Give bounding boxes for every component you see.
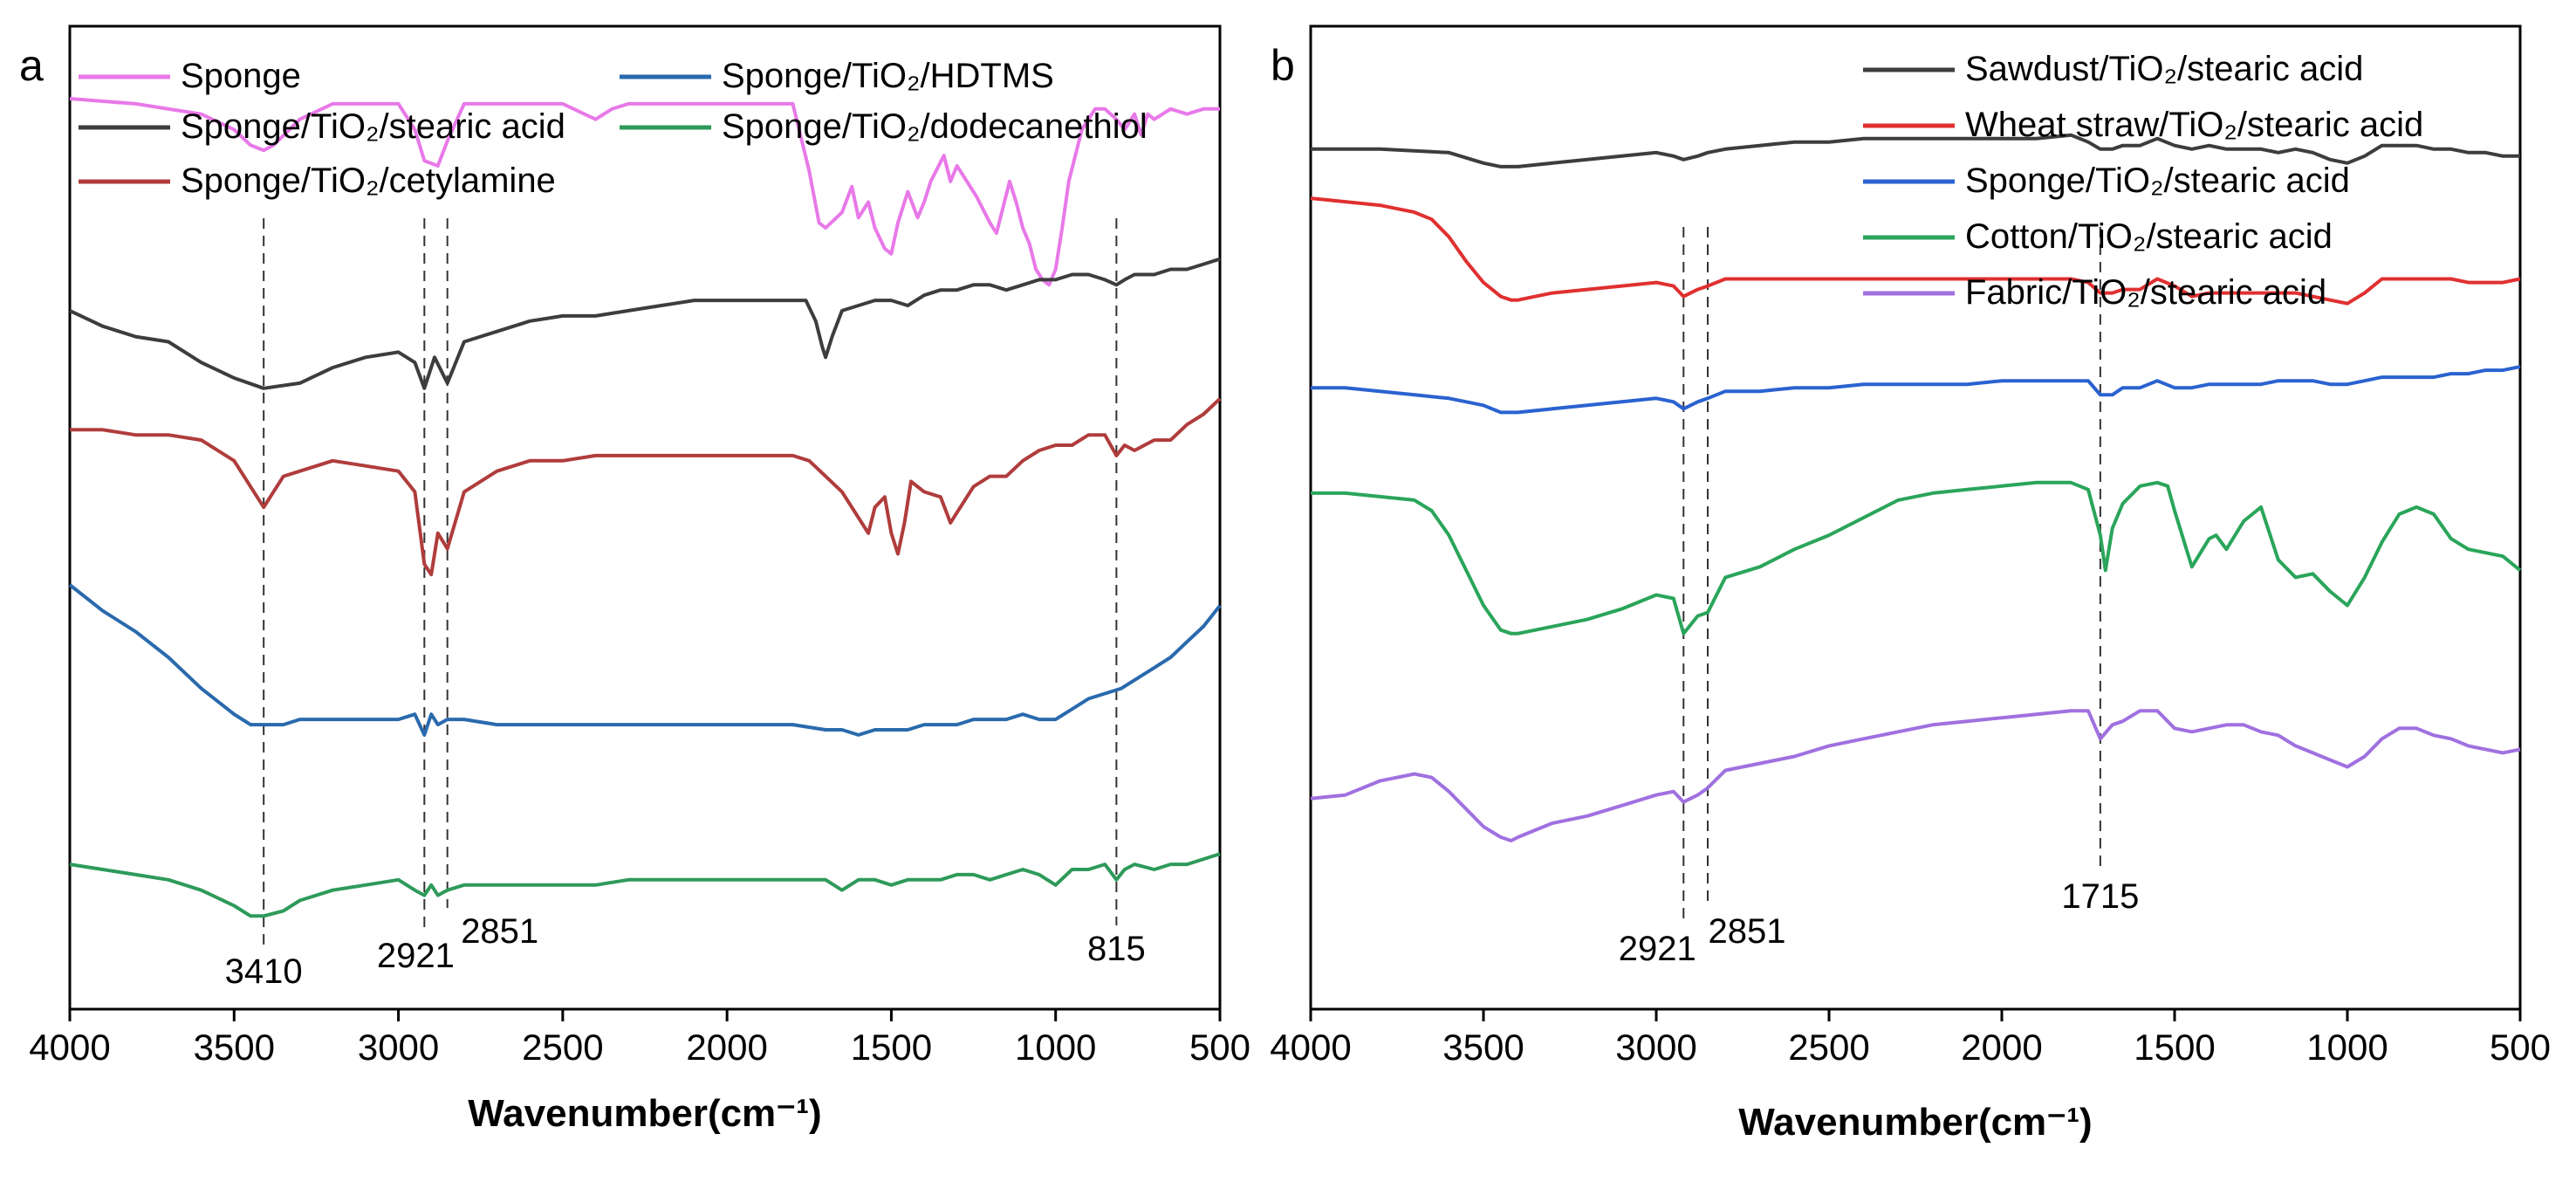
- legend-label: Sponge/TiO₂/stearic acid: [181, 107, 565, 146]
- legend-entry: Cotton/TiO₂/stearic acid: [1863, 217, 2333, 256]
- legend-entry: Sponge/TiO₂/HDTMS: [620, 57, 1054, 95]
- x-tick-label: 3000: [1615, 1027, 1696, 1068]
- legend-label: Fabric/TiO₂/stearic acid: [1965, 273, 2326, 312]
- legend-entry: Sawdust/TiO₂/stearic acid: [1863, 50, 2363, 88]
- legend-entry: Sponge/TiO₂/stearic acid: [79, 107, 565, 146]
- x-tick-label: 4000: [1270, 1027, 1351, 1068]
- series-line-4: [68, 583, 1222, 737]
- panel-a-series-layer: [68, 97, 1222, 918]
- series-line-4: [1311, 480, 2522, 636]
- panel-b-annotation-labels: 2921 2851 1715: [1619, 877, 2140, 968]
- x-tick-label: 1000: [1015, 1027, 1096, 1068]
- annotation-label: 1715: [2061, 877, 2139, 916]
- legend-label: Cotton/TiO₂/stearic acid: [1965, 217, 2333, 256]
- annotation-label: 3410: [225, 952, 303, 991]
- legend-label: Sponge/TiO₂/HDTMS: [722, 57, 1054, 95]
- x-tick-label: 2000: [686, 1027, 767, 1068]
- legend-entry: Sponge: [79, 57, 301, 95]
- panel-b-x-axis-title: Wavenumber(cm⁻¹): [1738, 1101, 2092, 1144]
- series-line-1: [1311, 133, 2520, 168]
- panel-a-x-axis-title: Wavenumber(cm⁻¹): [468, 1092, 821, 1135]
- annotation-label: 815: [1087, 930, 1146, 968]
- annotation-label: 2851: [1709, 912, 1786, 951]
- x-tick-label: 1500: [2134, 1027, 2215, 1068]
- series-line-5: [69, 852, 1221, 918]
- series-line-3: [70, 397, 1222, 577]
- x-tick-label: 3500: [1442, 1027, 1524, 1068]
- annotation-label: 2921: [377, 937, 455, 975]
- panel-b-annotation-lines: [1682, 227, 2101, 925]
- series-line-5: [1310, 709, 2521, 842]
- legend-label: Sponge/TiO₂/cetylamine: [181, 161, 556, 200]
- annotation-label: 2921: [1619, 930, 1696, 968]
- x-tick-label: 500: [1189, 1027, 1250, 1068]
- legend-label: Sponge: [181, 57, 301, 95]
- panel-b-x-ticks: 4000 3500 3000 2500 2000 1500 1000 500: [1270, 1009, 2551, 1068]
- x-tick-label: 3500: [194, 1027, 275, 1068]
- panel-b-legend: Sawdust/TiO₂/stearic acid Wheat straw/TiO…: [1863, 50, 2423, 312]
- panel-b-series-layer: [1310, 133, 2522, 842]
- panel-a: a 4000 3500 3000 2500 2000 1500 1000 500 3410 29…: [19, 24, 1250, 1135]
- legend-entry: Sponge/TiO₂/stearic acid: [1863, 161, 2350, 200]
- panel-a-legend: Sponge Sponge/TiO₂/stearic acid Sponge/TiO…: [79, 57, 1148, 200]
- panel-a-x-ticks: 4000 3500 3000 2500 2000 1500 1000 500: [29, 1009, 1250, 1068]
- legend-label: Wheat straw/TiO₂/stearic acid: [1965, 106, 2423, 144]
- legend-entry: Sponge/TiO₂/cetylamine: [79, 161, 556, 200]
- legend-entry: Sponge/TiO₂/dodecanethiol: [620, 107, 1148, 146]
- x-tick-label: 4000: [29, 1027, 110, 1068]
- legend-label: Sawdust/TiO₂/stearic acid: [1965, 50, 2363, 88]
- series-line-1: [69, 97, 1220, 287]
- x-tick-label: 3000: [358, 1027, 439, 1068]
- legend-label: Sponge/TiO₂/dodecanethiol: [722, 107, 1148, 146]
- series-line-3: [1311, 365, 2521, 415]
- annotation-label: 2851: [461, 912, 538, 951]
- x-tick-label: 2500: [522, 1027, 603, 1068]
- x-tick-label: 1000: [2306, 1027, 2388, 1068]
- panel-a-label: a: [19, 41, 44, 90]
- legend-label: Sponge/TiO₂/stearic acid: [1965, 161, 2350, 200]
- x-tick-label: 2000: [1961, 1027, 2042, 1068]
- x-tick-label: 1500: [851, 1027, 932, 1068]
- series-line-2: [1310, 196, 2521, 306]
- x-tick-label: 500: [2490, 1027, 2551, 1068]
- x-tick-label: 2500: [1788, 1027, 1869, 1068]
- panel-a-annotation-lines: [263, 218, 1118, 948]
- series-line-2: [69, 257, 1221, 390]
- legend-entry: Fabric/TiO₂/stearic acid: [1863, 273, 2326, 312]
- panel-b-plot-frame: [1309, 24, 2522, 1011]
- panel-a-plot-frame: [68, 24, 1222, 1011]
- panel-b-label: b: [1271, 41, 1295, 90]
- legend-entry: Wheat straw/TiO₂/stearic acid: [1863, 106, 2423, 144]
- panel-b: b 4000 3500 3000 2500 2000 1500 1000 500 2921 28…: [1270, 24, 2551, 1144]
